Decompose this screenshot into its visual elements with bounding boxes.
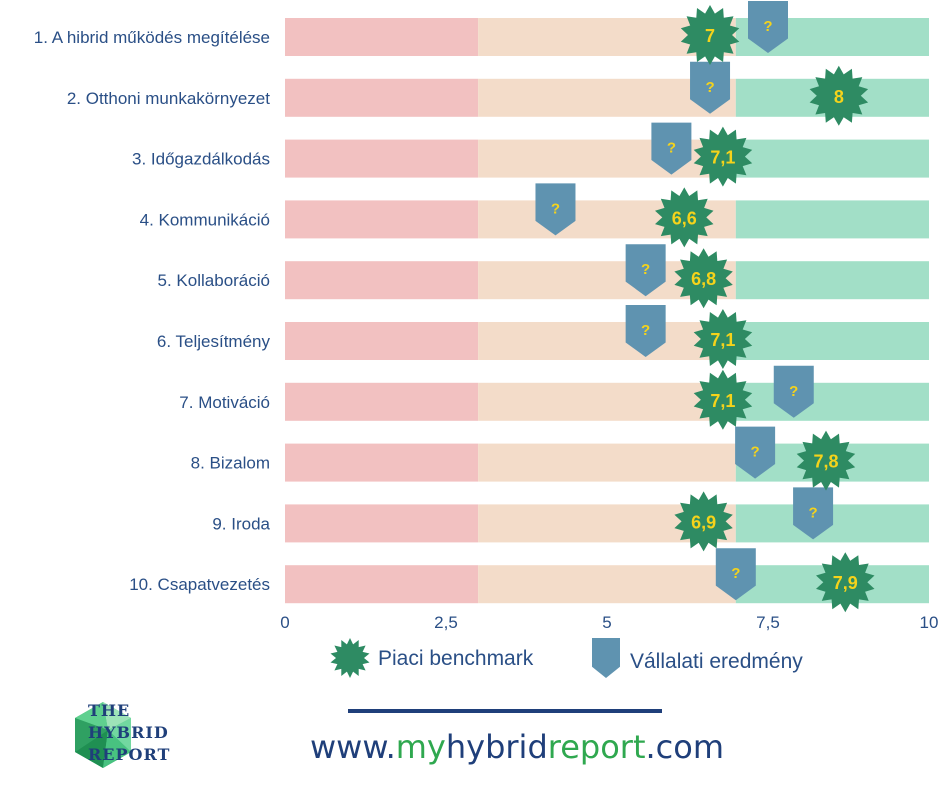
zone-bar-2-1 <box>285 78 479 117</box>
benchmark-marker <box>693 126 753 187</box>
benchmark-label: 6,9 <box>691 512 716 532</box>
zone-bar-3-2 <box>478 139 736 178</box>
zone-bar-3-1 <box>285 139 479 178</box>
x-tick-label: 10 <box>920 613 939 632</box>
zone-bar-6-3 <box>735 322 929 360</box>
x-tick-label: 2,5 <box>434 613 458 632</box>
category-label: 2. Otthoni munkakörnyezet <box>67 89 270 108</box>
zone-bar-1-1 <box>285 18 479 56</box>
legend-shield-icon <box>592 638 620 678</box>
legend-benchmark-label: Piaci benchmark <box>378 647 534 670</box>
company-result-label: ? <box>667 140 676 157</box>
url-report: report <box>547 728 646 766</box>
company-result-marker <box>651 122 692 175</box>
benchmark-marker <box>693 309 753 369</box>
company-result-marker <box>535 183 576 236</box>
company-result-label: ? <box>705 79 714 96</box>
zone-bar-5-1 <box>285 261 479 300</box>
benchmark-marker <box>680 5 740 65</box>
company-result-marker <box>748 1 788 53</box>
benchmark-label: 7,8 <box>813 452 838 472</box>
zone-bar-5-3 <box>735 261 929 300</box>
url-my: my <box>395 728 446 766</box>
company-result-label: ? <box>641 261 650 278</box>
zone-bar-8-2 <box>478 443 736 482</box>
url-prefix: www. <box>310 728 396 766</box>
category-label: 6. Teljesítmény <box>157 332 271 351</box>
zone-bar-4-1 <box>285 200 479 239</box>
benchmark-label: 7,1 <box>710 391 735 411</box>
x-tick-label: 7,5 <box>756 613 780 632</box>
benchmark-label: 6,8 <box>691 269 716 289</box>
company-result-marker <box>793 487 834 540</box>
category-label: 7. Motiváció <box>179 393 270 412</box>
zone-bar-7-1 <box>285 382 479 421</box>
x-tick-label: 5 <box>602 613 611 632</box>
legend-star-icon <box>330 638 370 678</box>
category-label: 4. Kommunikáció <box>140 210 270 229</box>
category-label: 5. Kollaboráció <box>158 271 270 290</box>
benchmark-label: 8 <box>834 87 844 107</box>
category-label: 9. Iroda <box>212 514 270 533</box>
company-result-marker <box>773 365 814 418</box>
benchmark-label: 7 <box>705 26 715 46</box>
benchmark-label: 7,9 <box>833 573 858 593</box>
zone-bar-7-3 <box>735 382 929 421</box>
benchmark-marker <box>655 187 714 248</box>
zone-bar-6-2 <box>478 322 736 360</box>
zone-bar-4-3 <box>735 200 929 239</box>
benchmark-marker <box>674 491 733 552</box>
logo-text: THE HYBRID REPORT <box>88 700 170 766</box>
benchmark-marker <box>693 369 753 430</box>
company-result-marker <box>690 61 731 114</box>
zone-bar-8-1 <box>285 443 479 482</box>
benchmark-chart: 1. A hibrid működés megítélése 2. Otthoni… <box>34 1 939 678</box>
logo-line-1: THE <box>88 701 131 720</box>
company-result-marker <box>735 426 776 479</box>
benchmark-marker <box>809 65 869 126</box>
x-tick-label: 0 <box>280 613 289 632</box>
company-result-marker <box>625 244 666 297</box>
benchmark-label: 6,6 <box>672 208 697 228</box>
zone-bar-10-1 <box>285 565 479 604</box>
benchmark-label: 7,1 <box>710 148 735 168</box>
benchmark-marker <box>816 552 875 613</box>
benchmark-marker <box>796 430 856 491</box>
company-result-label: ? <box>751 444 760 461</box>
company-result-marker <box>625 305 666 357</box>
zone-bar-6-1 <box>285 322 479 360</box>
benchmark-marker <box>674 248 733 309</box>
company-result-label: ? <box>731 565 740 582</box>
company-result-marker <box>715 548 756 601</box>
logo-line-2: HYBRID <box>88 723 169 742</box>
zone-bar-9-1 <box>285 504 479 543</box>
url-suffix: .com <box>645 728 724 766</box>
zone-bar-7-2 <box>478 382 736 421</box>
footer-divider <box>348 709 662 713</box>
company-result-label: ? <box>808 504 817 521</box>
company-result-label: ? <box>551 200 560 217</box>
category-label: 3. Időgazdálkodás <box>132 150 270 169</box>
category-label: 10. Csapatvezetés <box>129 575 270 594</box>
category-label: 1. A hibrid működés megítélése <box>34 28 270 47</box>
logo-line-3: REPORT <box>88 745 171 764</box>
zone-bar-3-3 <box>735 139 929 178</box>
company-result-label: ? <box>641 322 650 339</box>
url-hybrid: hybrid <box>445 728 548 766</box>
zone-bar-10-2 <box>478 565 736 604</box>
legend-company-label: Vállalati eredmény <box>630 650 803 673</box>
benchmark-label: 7,1 <box>710 330 735 350</box>
category-label: 8. Bizalom <box>191 454 270 473</box>
company-result-label: ? <box>763 18 772 35</box>
hybrid-report-logo-icon <box>75 702 131 768</box>
website-url[interactable]: www.myhybridreport.com <box>310 728 724 766</box>
company-result-label: ? <box>789 383 798 400</box>
